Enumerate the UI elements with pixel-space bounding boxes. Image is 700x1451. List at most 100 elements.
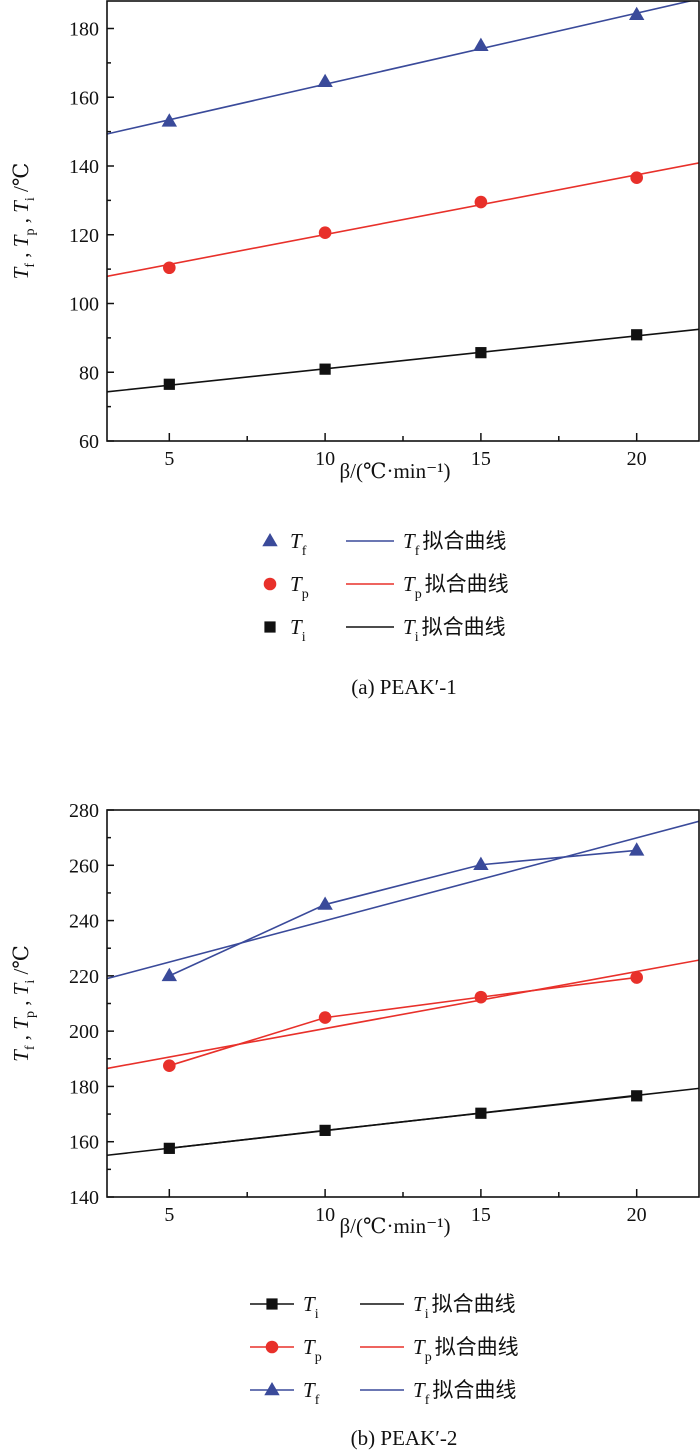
circle-marker [318,1011,332,1024]
circle-marker [474,990,488,1004]
triangle-marker [473,37,489,51]
legend-fit-label: Tf 拟合曲线 [413,1378,516,1408]
series-Ti [107,328,699,393]
legend-fit-label: Tf 拟合曲线 [403,529,506,559]
legend: Ti Ti 拟合曲线 Tp Tp 拟合曲线 Tf Tf 拟合曲线 [250,1292,519,1408]
chart-2: 140 160 180 200 220 240 260 280 5 10 15 20 β/(℃·min⁻… [9,800,700,1450]
triangle-marker [161,113,178,127]
x-tick-label: 10 [315,1204,335,1226]
circle-marker [163,261,176,275]
y-tick-label: 160 [69,1132,99,1154]
y-tick-label: 140 [69,156,99,178]
x-tick-label: 10 [315,448,335,470]
triangle-marker [628,6,645,20]
triangle-marker [317,73,333,88]
legend-fit-label: Tp 拟合曲线 [413,1335,519,1365]
triangle-marker [317,896,333,910]
x-tick-label: 20 [627,448,647,470]
square-marker [319,1124,331,1136]
x-tick-label: 5 [164,1204,174,1226]
legend-label: Tp [290,572,309,602]
chart-caption: (b) PEAK′-2 [351,1426,458,1450]
series-Tp [107,162,699,278]
fit-line-Tf [107,820,699,980]
circle-marker [630,971,643,984]
y-tick-label: 100 [69,294,99,316]
triangle-marker [262,532,278,547]
x-tick-label: 15 [471,448,491,470]
y-tick-label: 240 [69,911,99,933]
plot-frame [106,809,700,1198]
legend-label: Tf [303,1378,320,1408]
x-axis-label: β/(℃·min⁻¹) [339,459,450,483]
plot-area [107,820,699,1157]
circle-marker [630,171,643,184]
y-axis-label: Tf , Tp , Ti /℃ [9,945,38,1062]
square-marker [163,378,175,390]
square-marker [475,347,487,359]
y-tick-label: 120 [69,225,99,247]
data-line-Ti [169,1095,637,1150]
series-Tf [107,1,694,135]
square-marker [631,329,643,341]
legend-item-Ti: Ti Ti 拟合曲线 [250,1292,516,1322]
circle-marker [318,226,332,239]
x-tick-label: 5 [164,448,174,470]
legend-item-Ti: Ti Ti 拟合曲线 [264,615,506,645]
y-tick-label: 180 [69,1076,99,1098]
y-tick-label: 220 [69,966,99,988]
y-tick-label: 180 [69,19,99,41]
fit-line-Tp [107,162,699,278]
plot-area [107,1,699,393]
series-Tp [107,959,699,1072]
legend-fit-label: Tp 拟合曲线 [403,572,509,602]
x-tick-label: 20 [627,1204,647,1226]
triangle-marker [161,967,178,982]
legend-fit-label: Ti 拟合曲线 [403,615,506,645]
plot-frame [106,0,700,442]
fit-line-Tf [107,1,694,135]
legend-item-Tp: Tp Tp 拟合曲线 [250,1335,519,1365]
square-marker [163,1142,175,1154]
legend-item-Tp: Tp Tp 拟合曲线 [263,572,509,602]
y-tick-label: 60 [79,431,99,453]
series-Tf [107,820,699,982]
circle-marker [474,195,488,209]
legend-item-Tf: Tf Tf 拟合曲线 [250,1378,516,1408]
y-tick-label: 280 [69,800,99,822]
fit-line-Ti [107,328,699,393]
circle-marker [263,577,277,591]
x-axis-label: β/(℃·min⁻¹) [339,1214,450,1238]
y-tick-label: 80 [79,362,99,384]
triangle-marker [264,1381,280,1396]
circle-marker [265,1340,279,1354]
legend-label: Tf [290,529,307,559]
y-tick-label: 160 [69,87,99,109]
square-marker [266,1298,278,1310]
square-marker [319,363,331,375]
data-line-Tp [169,976,637,1067]
circle-marker [163,1059,176,1072]
y-tick-label: 200 [69,1021,99,1043]
y-tick-label: 140 [69,1187,99,1209]
legend-fit-label: Ti 拟合曲线 [413,1292,516,1322]
chart-1: 60 80 100 120 140 160 180 5 10 15 20 β/(℃·min⁻¹) Tf … [9,0,700,699]
square-marker [475,1107,487,1119]
x-tick-label: 15 [471,1204,491,1226]
square-marker [631,1090,643,1102]
legend-label: Ti [303,1292,319,1322]
y-tick-label: 260 [69,855,99,877]
triangle-marker [473,856,489,870]
y-axis-label: Tf , Tp , Ti /℃ [9,163,38,280]
legend-label: Tp [303,1335,322,1365]
series-Ti [107,1087,699,1157]
square-marker [264,621,276,633]
legend: Tf Tf 拟合曲线 Tp Tp 拟合曲线 Ti Ti 拟合曲线 [262,529,509,645]
data-line-Tf [168,849,637,977]
triangle-marker [628,842,645,856]
legend-label: Ti [290,615,306,645]
fit-line-Tp [107,959,699,1070]
legend-item-Tf: Tf Tf 拟合曲线 [262,529,506,559]
chart-caption: (a) PEAK′-1 [351,675,456,699]
